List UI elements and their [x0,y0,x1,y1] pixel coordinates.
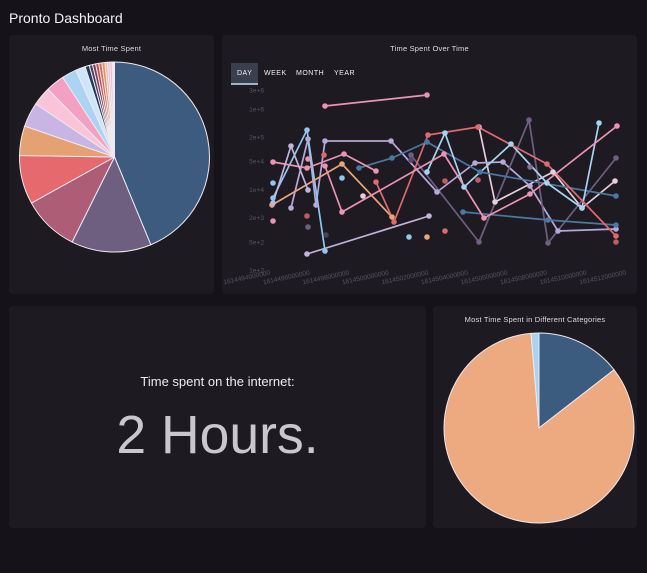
svg-text:1e+2: 1e+2 [249,267,264,274]
svg-text:5e+4: 5e+4 [249,158,264,165]
svg-text:2e+5: 2e+5 [249,134,264,141]
svg-text:3e+6: 3e+6 [249,87,264,94]
svg-text:1e+4: 1e+4 [249,187,264,194]
svg-text:5e+2: 5e+2 [249,239,264,246]
svg-text:2e+3: 2e+3 [249,215,264,222]
svg-text:1e+6: 1e+6 [249,106,264,113]
